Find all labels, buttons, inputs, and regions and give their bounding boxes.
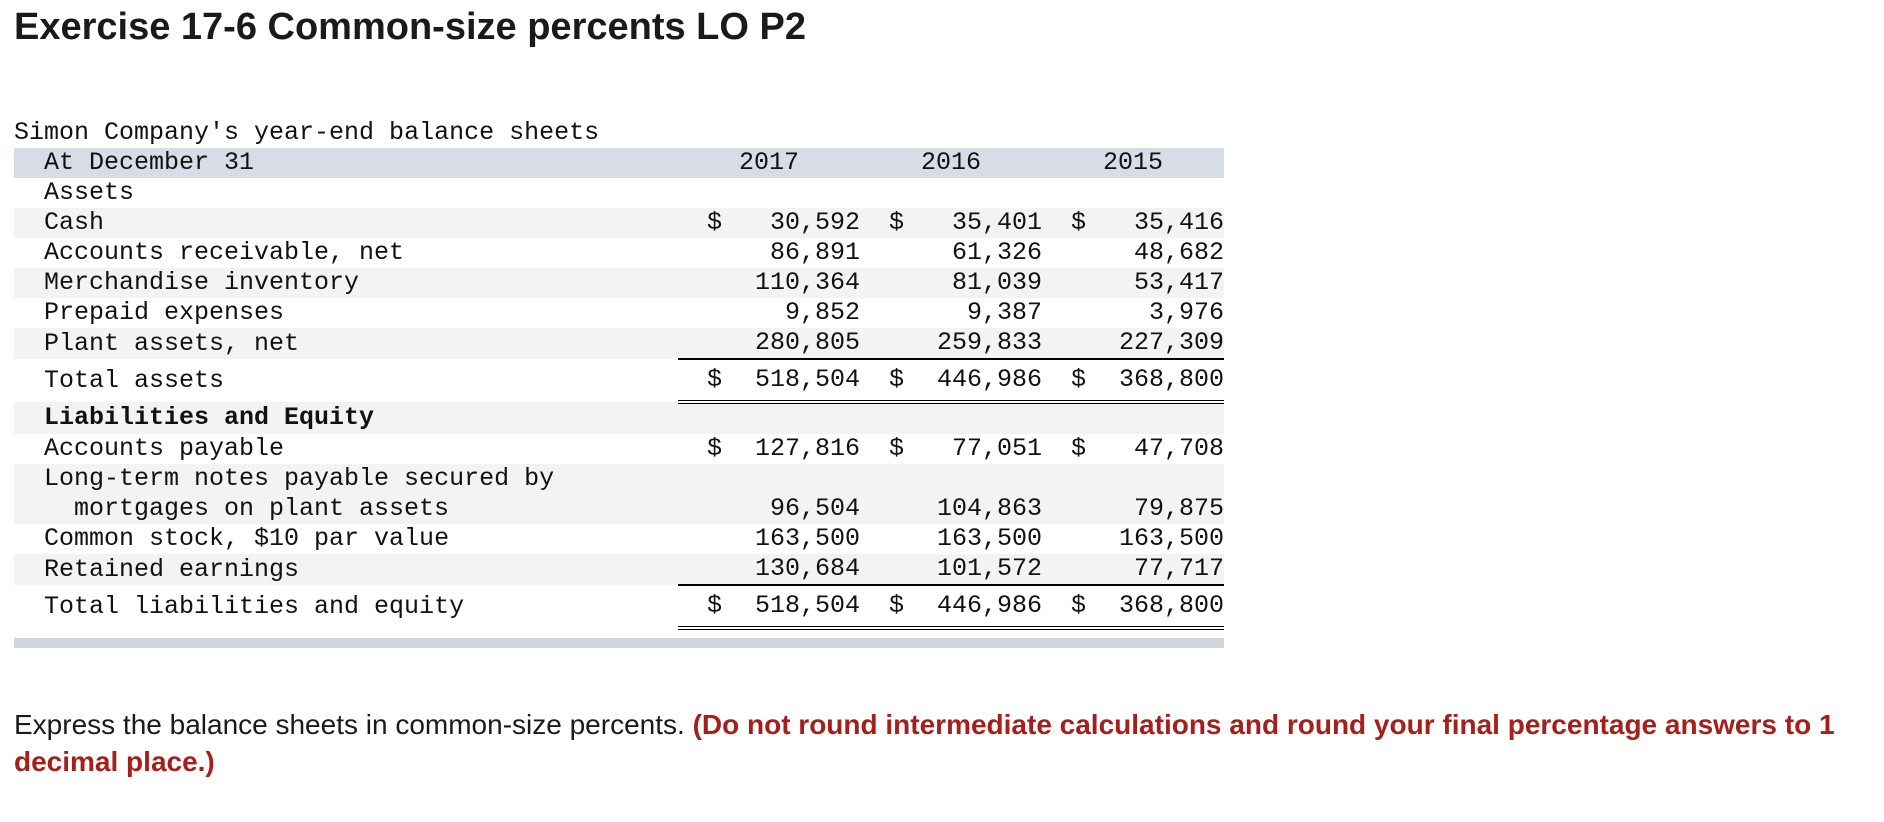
accounts-payable-row: Accounts payable $ 127,816 $ 77,051 $ 47…: [14, 434, 1224, 464]
currency-symbol: $: [1042, 584, 1093, 630]
value-2016: 77,051: [952, 434, 1043, 463]
instruction-text: Express the balance sheets in common-siz…: [14, 706, 1864, 780]
header-label: At December 31: [14, 148, 678, 178]
row-label: Cash: [14, 208, 678, 238]
value-2017: 130,684: [728, 554, 861, 585]
rounding-note: (Do not round intermediate calculations …: [14, 709, 1835, 777]
value-2017: 280,805: [728, 328, 861, 359]
currency-symbol: $: [889, 434, 905, 463]
balance-sheet: Simon Company's year-end balance sheets …: [14, 118, 1225, 648]
value-2017: 518,504: [728, 358, 861, 404]
currency-symbol: $: [678, 208, 728, 238]
retained-earnings-row: Retained earnings 130,684 101,572 77,717: [14, 554, 1225, 585]
value-2016: 446,986: [910, 358, 1043, 404]
value-2016: 35,401: [910, 208, 1043, 238]
value-2015: 77,717: [1092, 554, 1225, 585]
table-footer-bar: [14, 638, 1225, 648]
prepaid-row: Prepaid expenses 9,852 9,387 3,976: [14, 298, 1224, 328]
row-label: Long-term notes payable secured by: [14, 464, 678, 494]
value-2015: 53,417: [1092, 268, 1225, 298]
balance-sheet-table: At December 31 2017 2016 2015 Assets Cas…: [14, 148, 1225, 648]
row-label: Retained earnings: [14, 554, 678, 585]
value-2017: 30,592: [728, 208, 861, 238]
currency-symbol: $: [860, 584, 911, 630]
row-label: Merchandise inventory: [14, 268, 678, 298]
value-2016: 104,863: [910, 494, 1043, 524]
value-2015: 163,500: [1119, 524, 1225, 553]
currency-symbol: $: [1042, 208, 1093, 238]
instruction-main: Express the balance sheets in common-siz…: [14, 709, 693, 740]
currency-symbol: $: [678, 358, 728, 404]
value-2015: 48,682: [1134, 238, 1225, 267]
liabilities-heading: Liabilities and Equity: [14, 402, 678, 434]
value-2016: 163,500: [937, 524, 1043, 553]
currency-symbol: $: [1071, 434, 1087, 463]
currency-symbol: $: [860, 208, 911, 238]
notes-payable-row-line1: Long-term notes payable secured by: [14, 464, 1225, 494]
inventory-row: Merchandise inventory 110,364 81,039 53,…: [14, 268, 1225, 298]
cash-row: Cash $ 30,592 $ 35,401 $ 35,416: [14, 208, 1225, 238]
currency-symbol: $: [1042, 358, 1093, 404]
currency-symbol: $: [860, 358, 911, 404]
value-2017: 127,816: [754, 434, 861, 463]
value-2016: 259,833: [910, 328, 1043, 359]
row-label: Total assets: [44, 365, 225, 395]
total-assets-row: Total assets $ 518,504 $ 446,986 $ 368,8…: [14, 358, 1225, 404]
row-label: Total liabilities and equity: [44, 591, 465, 621]
currency-symbol: $: [678, 584, 728, 630]
value-2017: 86,891: [770, 238, 861, 267]
value-2015: 368,800: [1092, 358, 1225, 404]
year-2016-header: 2016: [860, 148, 1043, 178]
assets-heading: Assets: [44, 178, 135, 207]
value-2015: 227,309: [1092, 328, 1225, 359]
value-2016: 101,572: [910, 554, 1043, 585]
value-2017: 9,852: [785, 298, 861, 327]
spacer-row: [14, 628, 1224, 638]
value-2015: 79,875: [1092, 494, 1225, 524]
assets-heading-row: Assets: [14, 178, 1224, 208]
liabilities-heading-row: Liabilities and Equity: [14, 402, 1225, 434]
receivables-row: Accounts receivable, net 86,891 61,326 4…: [14, 238, 1224, 268]
value-2015: 368,800: [1092, 584, 1225, 630]
notes-payable-row: mortgages on plant assets 96,504 104,863…: [14, 494, 1225, 524]
common-stock-row: Common stock, $10 par value 163,500 163,…: [14, 524, 1224, 554]
year-2015-header: 2015: [1042, 148, 1225, 178]
row-label: Prepaid expenses: [44, 298, 285, 327]
row-label: Accounts receivable, net: [44, 238, 405, 267]
value-2015: 47,708: [1134, 434, 1225, 463]
plant-assets-row: Plant assets, net 280,805 259,833 227,30…: [14, 328, 1225, 359]
total-liabilities-equity-row: Total liabilities and equity $ 518,504 $…: [14, 584, 1225, 630]
currency-symbol: $: [706, 434, 722, 463]
value-2015: 35,416: [1092, 208, 1225, 238]
value-2017: 110,364: [728, 268, 861, 298]
value-2017: 96,504: [728, 494, 861, 524]
table-caption: Simon Company's year-end balance sheets: [14, 118, 600, 147]
row-label: Common stock, $10 par value: [44, 524, 450, 553]
value-2017: 163,500: [754, 524, 861, 553]
year-2017-header: 2017: [678, 148, 861, 178]
header-row: At December 31 2017 2016 2015: [14, 148, 1225, 178]
exercise-title: Exercise 17-6 Common-size percents LO P2: [14, 6, 806, 48]
row-label-continued: mortgages on plant assets: [14, 494, 678, 524]
value-2016: 9,387: [967, 298, 1043, 327]
row-label: Plant assets, net: [14, 328, 678, 359]
value-2016: 81,039: [910, 268, 1043, 298]
value-2016: 61,326: [952, 238, 1043, 267]
value-2016: 446,986: [910, 584, 1043, 630]
value-2017: 518,504: [728, 584, 861, 630]
value-2015: 3,976: [1149, 298, 1225, 327]
row-label: Accounts payable: [44, 434, 285, 463]
